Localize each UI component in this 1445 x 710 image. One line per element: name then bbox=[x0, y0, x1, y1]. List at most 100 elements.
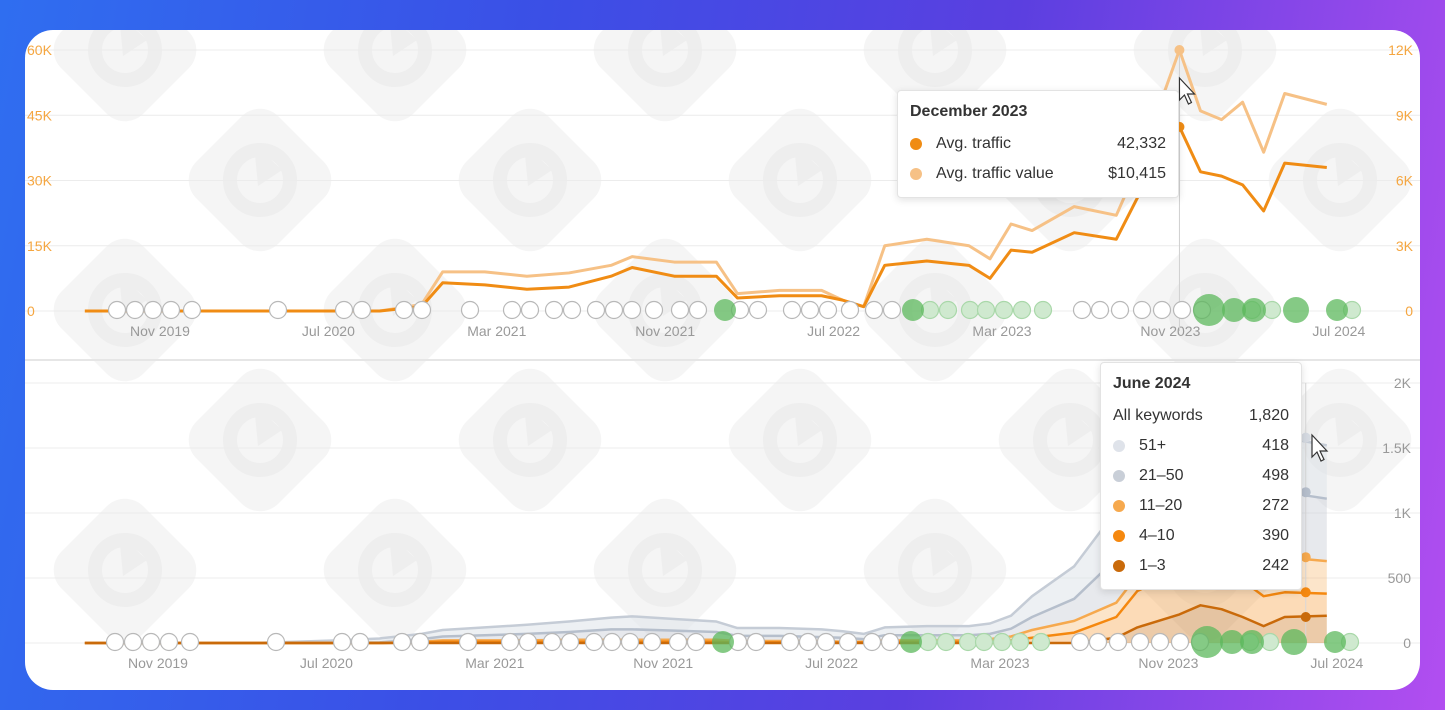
algorithm-update-marker bbox=[1130, 632, 1150, 652]
watermark-logo bbox=[313, 30, 477, 132]
algorithm-update-marker bbox=[410, 632, 430, 652]
y-right-tick-label: 3K bbox=[1396, 238, 1414, 254]
tooltip-value: 1,820 bbox=[1248, 407, 1289, 424]
algorithm-update-marker bbox=[668, 632, 688, 652]
tooltip-value: 272 bbox=[1262, 497, 1289, 514]
tooltip-row-avg-traffic: Avg. traffic 42,332 bbox=[910, 129, 1166, 159]
legend-dot bbox=[1113, 470, 1125, 482]
x-tick-label: Jul 2022 bbox=[805, 655, 858, 671]
algorithm-update-marker bbox=[994, 300, 1014, 320]
algorithm-update-marker bbox=[544, 300, 564, 320]
x-tick-label: Nov 2019 bbox=[128, 655, 188, 671]
algorithm-update-marker bbox=[746, 632, 766, 652]
y-left-tick-label: 45K bbox=[27, 107, 53, 123]
x-tick-label: Nov 2019 bbox=[130, 323, 190, 339]
algorithm-update-marker bbox=[880, 632, 900, 652]
major-update-marker bbox=[1220, 630, 1244, 654]
major-update-marker bbox=[1324, 631, 1346, 653]
x-tick-label: Nov 2021 bbox=[633, 655, 693, 671]
y-left-tick-label: 0 bbox=[27, 303, 35, 319]
algorithm-update-marker bbox=[782, 300, 802, 320]
algorithm-update-marker bbox=[642, 632, 662, 652]
major-update-marker bbox=[902, 299, 924, 321]
tooltip-label: 1–3 bbox=[1139, 557, 1166, 574]
algorithm-update-marker bbox=[394, 300, 414, 320]
y-right-tick-label: 500 bbox=[1388, 570, 1412, 586]
algorithm-update-marker bbox=[958, 632, 978, 652]
tooltip-value: 498 bbox=[1262, 467, 1289, 484]
algorithm-update-marker bbox=[1012, 300, 1032, 320]
algorithm-update-marker bbox=[992, 632, 1012, 652]
tooltip-row-1-3: 1–3 242 bbox=[1113, 551, 1289, 581]
tooltip-label: 51+ bbox=[1139, 437, 1167, 454]
major-update-marker bbox=[1191, 626, 1223, 658]
algorithm-update-marker bbox=[622, 300, 642, 320]
algorithm-update-marker bbox=[1170, 632, 1190, 652]
algorithm-update-marker bbox=[1132, 300, 1152, 320]
algorithm-update-marker bbox=[816, 632, 836, 652]
algorithm-update-marker bbox=[125, 300, 145, 320]
algorithm-update-marker bbox=[392, 632, 412, 652]
y-right-tick-label: 1.5K bbox=[1382, 440, 1411, 456]
algorithm-update-marker bbox=[1152, 300, 1172, 320]
algorithm-update-marker bbox=[840, 300, 860, 320]
x-tick-label: Nov 2023 bbox=[1138, 655, 1198, 671]
algorithm-update-marker bbox=[1070, 632, 1090, 652]
algorithm-update-marker bbox=[864, 300, 884, 320]
tooltip-label: 21–50 bbox=[1139, 467, 1184, 484]
legend-dot bbox=[1113, 560, 1125, 572]
algorithm-update-marker bbox=[1110, 300, 1130, 320]
algorithm-update-marker bbox=[1172, 300, 1192, 320]
y-left-tick-label: 60K bbox=[27, 42, 53, 58]
algorithm-update-marker bbox=[161, 300, 181, 320]
keywords-tooltip: June 2024 All keywords 1,820 51+ 418 21–… bbox=[1100, 362, 1302, 590]
algorithm-update-marker bbox=[976, 300, 996, 320]
algorithm-update-marker bbox=[352, 300, 372, 320]
algorithm-update-marker bbox=[502, 300, 522, 320]
algorithm-update-marker bbox=[500, 632, 520, 652]
algorithm-update-marker bbox=[159, 632, 179, 652]
algorithm-update-marker bbox=[686, 632, 706, 652]
hover-point bbox=[1300, 612, 1311, 622]
y-right-tick-label: 9K bbox=[1396, 107, 1414, 123]
algorithm-update-marker bbox=[862, 632, 882, 652]
algorithm-update-marker bbox=[141, 632, 161, 652]
y-right-tick-label: 1K bbox=[1394, 505, 1412, 521]
major-update-marker bbox=[1326, 299, 1348, 321]
algorithm-update-marker bbox=[584, 632, 604, 652]
major-update-marker bbox=[714, 299, 736, 321]
algorithm-update-marker bbox=[920, 300, 940, 320]
algorithm-update-marker bbox=[105, 632, 125, 652]
y-right-tick-label: 0 bbox=[1405, 303, 1413, 319]
tooltip-value: 242 bbox=[1262, 557, 1289, 574]
algorithm-update-marker bbox=[748, 300, 768, 320]
algorithm-update-marker bbox=[604, 300, 624, 320]
algorithm-update-marker bbox=[560, 632, 580, 652]
hover-point bbox=[1300, 487, 1311, 498]
hover-point bbox=[1300, 552, 1311, 563]
x-tick-label: Nov 2023 bbox=[1140, 323, 1200, 339]
algorithm-update-marker bbox=[1150, 632, 1170, 652]
x-tick-label: Nov 2021 bbox=[635, 323, 695, 339]
major-update-marker bbox=[1222, 298, 1246, 322]
x-tick-label: Jul 2020 bbox=[300, 655, 353, 671]
tooltip-row-4-10: 4–10 390 bbox=[1113, 521, 1289, 551]
major-update-marker bbox=[1242, 298, 1266, 322]
tooltip-row-21-50: 21–50 498 bbox=[1113, 461, 1289, 491]
algorithm-update-marker bbox=[334, 300, 354, 320]
tooltip-value: 42,332 bbox=[1117, 135, 1166, 152]
tooltip-value: 390 bbox=[1262, 527, 1289, 544]
algorithm-update-marker bbox=[143, 300, 163, 320]
algorithm-update-marker bbox=[180, 632, 200, 652]
x-tick-label: Jul 2020 bbox=[302, 323, 355, 339]
algorithm-update-marker bbox=[936, 632, 956, 652]
algorithm-update-marker bbox=[1031, 632, 1051, 652]
x-tick-label: Mar 2023 bbox=[970, 655, 1029, 671]
chart-panel: 0 15K 30K 45K 60K 0 3K 6K 9K 12K Nov 2019 Jul 2020 M… bbox=[25, 30, 1420, 690]
algorithm-update-marker bbox=[332, 632, 352, 652]
x-tick-label: Mar 2021 bbox=[465, 655, 524, 671]
mouse-cursor-icon bbox=[1311, 433, 1329, 462]
algorithm-update-marker bbox=[800, 300, 820, 320]
traffic-line-chart: 0 15K 30K 45K 60K 0 3K 6K 9K 12K Nov 2019 Jul 2020 M… bbox=[25, 42, 1420, 339]
tooltip-row-11-20: 11–20 272 bbox=[1113, 491, 1289, 521]
